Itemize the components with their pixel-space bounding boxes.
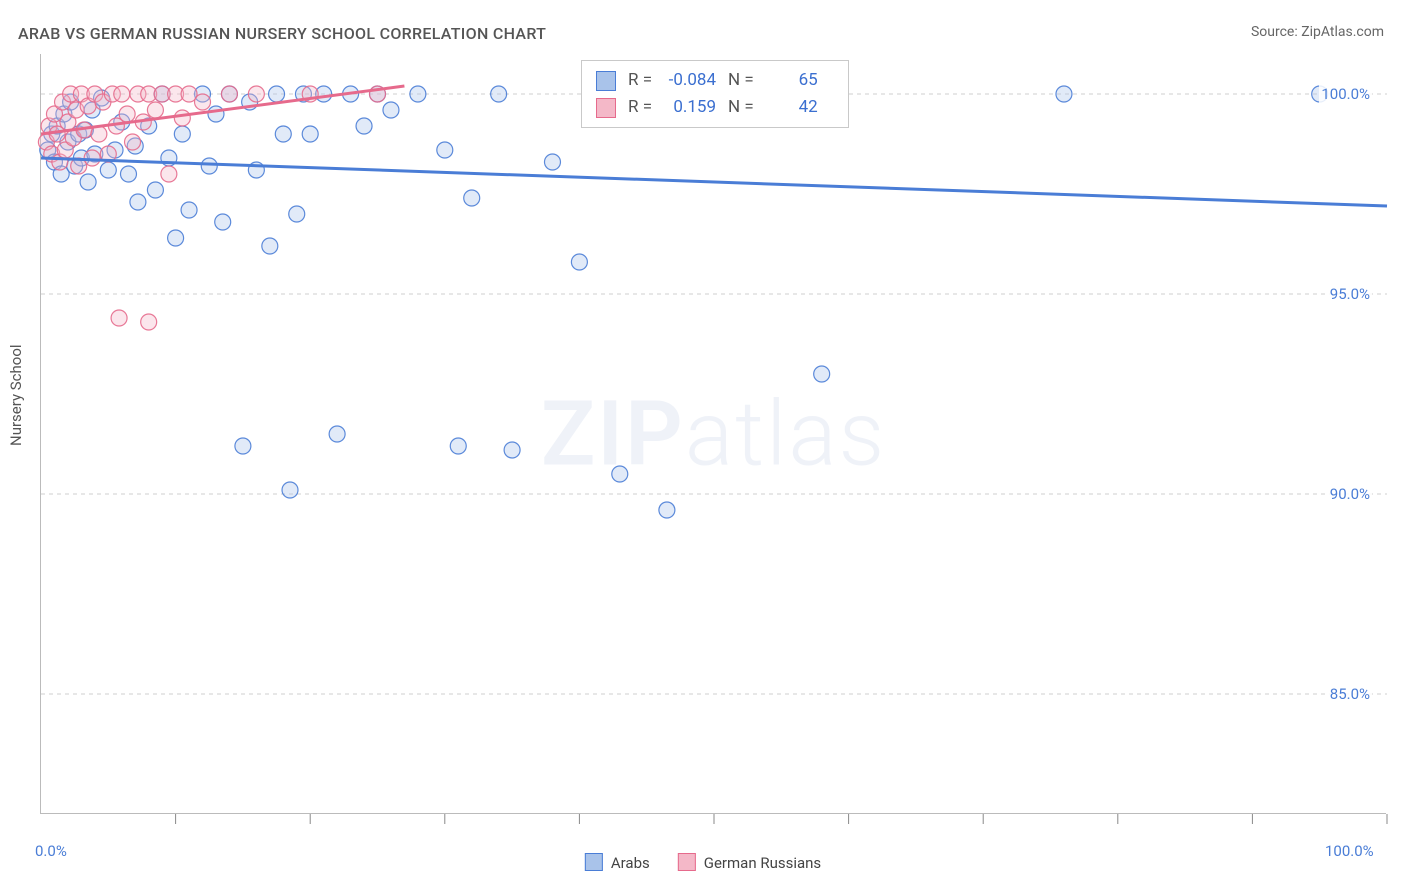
data-point [410,86,426,102]
data-point [437,142,453,158]
y-axis-label: Nursery School [7,344,25,446]
data-point [356,118,372,134]
y-tick-label: 95.0% [1328,285,1372,303]
stats-row: R = 0.159 N = 42 [596,94,834,121]
y-tick-label: 85.0% [1328,685,1372,703]
data-point [302,126,318,142]
data-point [114,86,130,102]
data-point [262,238,278,254]
data-point [120,166,136,182]
data-point [248,86,264,102]
data-point [125,134,141,150]
legend-label: German Russians [704,854,821,872]
data-point [814,366,830,382]
r-value: -0.084 [664,67,716,94]
data-point [544,154,560,170]
n-value: 65 [766,67,818,94]
data-point [168,230,184,246]
n-label: N = [728,94,754,121]
x-tick-label: 100.0% [1325,842,1374,860]
stats-row: R = -0.084 N = 65 [596,67,834,94]
data-point [80,174,96,190]
plot-area: ZIPatlas R =-0.084N =65R =0.159N =42 85.… [40,54,1386,814]
x-tick-label: 0.0% [35,842,67,860]
data-point [174,110,190,126]
data-point [464,190,480,206]
data-point [659,502,675,518]
r-value: 0.159 [664,94,716,121]
r-label: R = [628,94,652,121]
data-point [215,214,231,230]
y-tick-label: 100.0% [1319,85,1372,103]
legend-swatch-icon [678,853,696,871]
legend-item: Arabs [585,853,650,872]
legend-swatch-icon [585,853,603,871]
data-point [195,94,211,110]
data-point [269,86,285,102]
scatter-svg [41,54,1386,813]
data-point [221,86,237,102]
data-point [275,126,291,142]
y-tick-label: 90.0% [1328,485,1372,503]
data-point [181,202,197,218]
legend-swatch-icon [596,71,616,91]
data-point [147,102,163,118]
data-point [235,438,251,454]
legend-label: Arabs [611,854,650,872]
stats-box: R = -0.084 N = 65 R = 0.159 N = 42 [581,60,849,128]
legend-swatch-icon [596,98,616,118]
r-label: R = [628,67,652,94]
data-point [141,314,157,330]
data-point [147,182,163,198]
data-point [289,206,305,222]
data-point [329,426,345,442]
n-value: 42 [766,94,818,121]
data-point [119,106,135,122]
chart-title: ARAB VS GERMAN RUSSIAN NURSERY SCHOOL CO… [18,24,546,43]
data-point [208,106,224,122]
data-point [491,86,507,102]
trend-line [41,158,1387,206]
data-point [161,166,177,182]
legend-item: German Russians [678,853,821,872]
data-point [571,254,587,270]
n-label: N = [728,67,754,94]
data-point [174,126,190,142]
legend: Arabs German Russians [585,853,821,872]
source-citation: Source: ZipAtlas.com [1251,24,1384,40]
data-point [383,102,399,118]
data-point [612,466,628,482]
data-point [1056,86,1072,102]
data-point [282,482,298,498]
data-point [504,442,520,458]
data-point [130,194,146,210]
data-point [111,310,127,326]
data-point [84,150,100,166]
data-point [100,162,116,178]
data-point [450,438,466,454]
data-point [201,158,217,174]
